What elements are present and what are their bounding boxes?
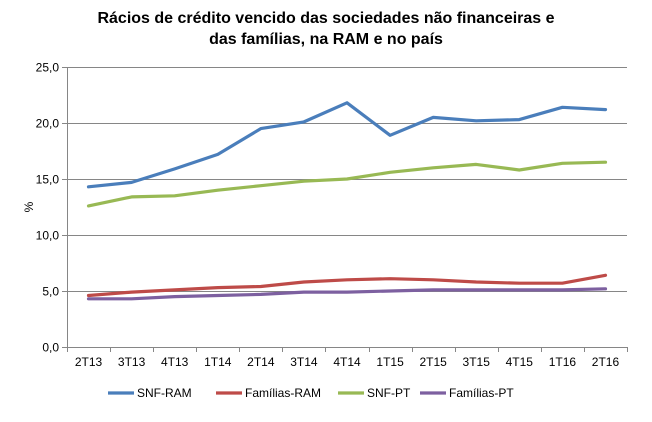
y-tick-label: 0,0: [42, 341, 59, 355]
x-tick-label: 4T15: [506, 355, 534, 369]
legend-entry: SNF-RAM: [137, 386, 192, 400]
x-tick-label: 2T16: [592, 355, 620, 369]
x-tick-label: 2T14: [247, 355, 275, 369]
x-tick-label: 1T15: [376, 355, 404, 369]
y-tick-label: 25,0: [36, 61, 60, 75]
x-tick-label: 3T14: [290, 355, 318, 369]
x-tick-label: 1T14: [204, 355, 232, 369]
y-tick-label: 20,0: [36, 117, 60, 131]
x-tick-label: 2T15: [419, 355, 447, 369]
legend-entry: SNF-PT: [367, 386, 411, 400]
legend-entry: Famílias-PT: [449, 386, 514, 400]
series-lines: [86, 101, 608, 301]
series-line-snf-pt: [86, 160, 608, 208]
y-axis-label: %: [22, 201, 36, 212]
x-tick-label: 2T13: [75, 355, 103, 369]
x-tick-label: 1T16: [549, 355, 577, 369]
series-line-snf-ram: [86, 101, 608, 189]
x-tick-label: 3T13: [118, 355, 146, 369]
series-line-fam-lias-pt: [86, 287, 608, 301]
y-tick-label: 5,0: [42, 285, 59, 299]
y-tick-label: 10,0: [36, 229, 60, 243]
series-line-fam-lias-ram: [86, 273, 608, 298]
x-tick-label: 4T13: [161, 355, 189, 369]
chart-title: Rácios de crédito vencido das sociedades…: [0, 8, 652, 50]
chart-title-line-2: das famílias, na RAM e no país: [209, 31, 443, 48]
x-tick-label: 4T14: [333, 355, 361, 369]
legend-entry: Famílias-RAM: [245, 386, 321, 400]
axes: 0,0 5,0 10,0 15,0 20,0 25,0 2T13 3T13 4T13 1T14 2T…: [22, 61, 628, 369]
x-tick-label: 3T15: [463, 355, 491, 369]
legend: SNF-RAM Famílias-RAM SNF-PT Famílias-PT: [108, 386, 514, 400]
y-tick-label: 15,0: [36, 173, 60, 187]
chart-title-line-1: Rácios de crédito vencido das sociedades…: [97, 10, 555, 27]
